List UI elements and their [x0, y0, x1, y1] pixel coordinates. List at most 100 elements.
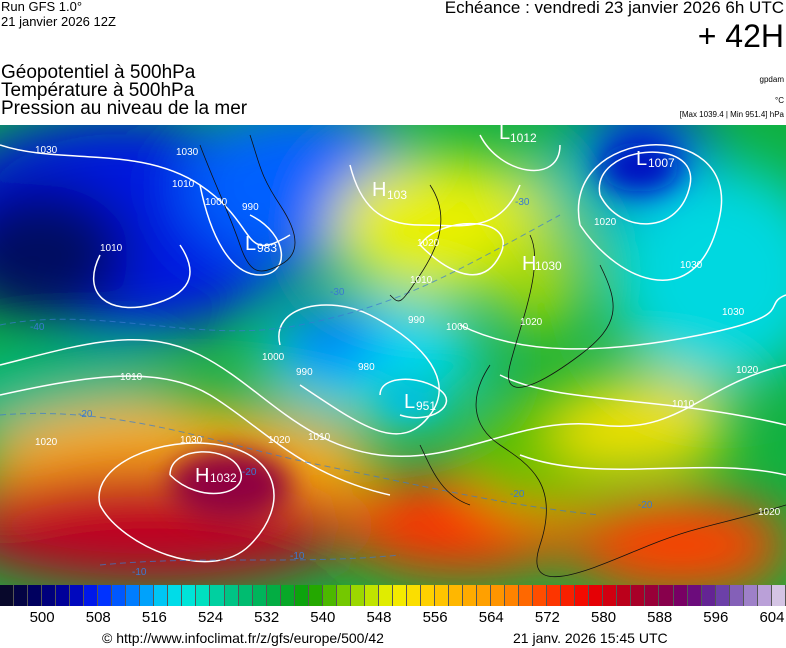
svg-text:1007: 1007	[648, 156, 675, 170]
isobar-label: 1020	[520, 317, 543, 328]
isobar-label: 980	[358, 362, 375, 373]
isobar-label: 1000	[205, 197, 228, 208]
title-geopotential: Géopotentiel à 500hPa	[1, 62, 196, 83]
temperature-label: -10	[132, 567, 147, 578]
coastlines	[199, 134, 786, 578]
colorbar-cell	[98, 585, 113, 606]
colorbar-cell	[126, 585, 141, 606]
colorbar-cell	[743, 585, 758, 606]
colorbar-cell	[673, 585, 688, 606]
isobar-label: 1000	[446, 322, 469, 333]
colorbar-cell	[238, 585, 253, 606]
colorbar-tick-label: 532	[254, 609, 280, 626]
isobar-label: 1020	[268, 435, 291, 446]
colorbar-cell	[308, 585, 323, 606]
title-temperature: Température à 500hPa	[1, 80, 195, 101]
geopotential-field	[0, 125, 786, 585]
temperature-label: -10	[290, 551, 305, 562]
map-titles: Géopotentiel à 500hPa Température à 500h…	[1, 62, 248, 119]
colorbar-cell	[70, 585, 85, 606]
colorbar-cell	[645, 585, 660, 606]
colorbar-tick-label: 588	[647, 609, 673, 626]
colorbar-cell	[196, 585, 211, 606]
isobar-label: 990	[242, 202, 259, 213]
isobar-labels: 1030 1030 1010 1010 1000 990 1000 1010 1…	[35, 145, 781, 518]
temperature-label: -30	[330, 287, 345, 298]
colorbar-cell	[547, 585, 562, 606]
high-pressure-center: H 103	[372, 179, 407, 202]
temperature-label: -20	[510, 489, 525, 500]
colorbar-cell	[406, 585, 421, 606]
low-pressure-center: L 1012	[499, 125, 537, 145]
colorbar-tick-label: 596	[703, 609, 729, 626]
isobar-label: 1020	[417, 238, 440, 249]
forecast-lead-time: + 42H	[697, 18, 784, 54]
colorbar-cell	[617, 585, 632, 606]
run-info: Run GFS 1.0° 21 janvier 2026 12Z	[1, 0, 116, 29]
colorbar-cell	[631, 585, 646, 606]
isobar-label: 1010	[172, 179, 195, 190]
isobar-label: 1030	[35, 145, 58, 156]
colorbar-cell	[392, 585, 407, 606]
svg-text:L: L	[245, 233, 256, 255]
unit-temperature: °C	[775, 96, 784, 105]
isobar-label: 990	[408, 315, 425, 326]
colorbar-cell	[28, 585, 43, 606]
low-pressure-center: L 951	[404, 391, 436, 413]
low-pressure-center: L 983	[245, 233, 277, 255]
colorbar-tick-label: 556	[422, 609, 448, 626]
colorbar-cell	[280, 585, 295, 606]
svg-text:H: H	[195, 465, 209, 487]
colorbar-cell	[378, 585, 393, 606]
temperature-label: -40	[30, 322, 45, 333]
low-pressure-center: L 1007	[636, 148, 675, 170]
isobar-label: 1030	[680, 260, 703, 271]
colorbar-tick-label: 500	[29, 609, 55, 626]
title-pressure: Pression au niveau de la mer	[1, 98, 248, 119]
colorbar-cell	[252, 585, 267, 606]
colorbar-ticks: 500 508 516 524 532 540 548 556 564 572 580 588 596 6…	[0, 609, 786, 629]
colorbar-cell	[140, 585, 155, 606]
generated-time: 21 janv. 2026 15:45 UTC	[513, 630, 668, 646]
colorbar-cell	[771, 585, 786, 606]
colorbar-tick-label: 524	[198, 609, 224, 626]
colorbar-cell	[112, 585, 127, 606]
svg-text:H: H	[522, 253, 536, 275]
colorbar-cell	[182, 585, 197, 606]
colorbar-cell	[322, 585, 337, 606]
colorbar-cell	[589, 585, 604, 606]
temperature-labels: -30 -40 -20 -20 -10 -10 -30 -20 -20	[30, 197, 653, 578]
colorbar-cell	[364, 585, 379, 606]
svg-text:H: H	[372, 179, 386, 201]
unit-pressure: [Max 1039.4 | Min 951.4] hPa	[679, 110, 784, 119]
isobar-label: 1000	[262, 352, 285, 363]
isobar-label: 1020	[594, 217, 617, 228]
colorbar	[0, 585, 786, 606]
colorbar-cell	[350, 585, 365, 606]
colorbar-cell	[56, 585, 71, 606]
svg-text:983: 983	[257, 241, 277, 255]
svg-text:L: L	[404, 391, 415, 413]
colorbar-cell	[687, 585, 702, 606]
isobar-label: 1010	[120, 372, 143, 383]
isobars	[0, 134, 786, 563]
isobar-label: 1010	[672, 399, 695, 410]
colorbar-tick-label: 548	[366, 609, 392, 626]
svg-text:103: 103	[387, 188, 407, 202]
colorbar-cell	[575, 585, 590, 606]
run-model: Run GFS 1.0°	[1, 0, 83, 14]
colorbar-cell	[0, 585, 15, 606]
colorbar-cell	[477, 585, 492, 606]
colorbar-cell	[463, 585, 478, 606]
colorbar-tick-label: 540	[310, 609, 336, 626]
colorbar-cell	[505, 585, 520, 606]
colorbar-cell	[561, 585, 576, 606]
colorbar-cell	[224, 585, 239, 606]
colorbar-cell	[14, 585, 29, 606]
isobar-label: 1010	[100, 243, 123, 254]
colorbar-tick-label: 516	[141, 609, 167, 626]
svg-text:1012: 1012	[510, 131, 537, 145]
colorbar-cell	[449, 585, 464, 606]
